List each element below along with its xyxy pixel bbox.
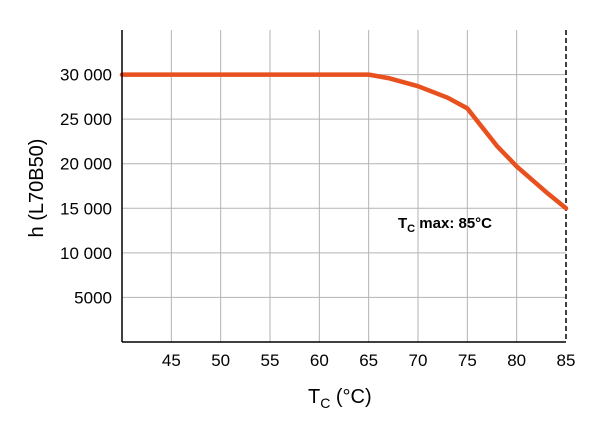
x-tick-label: 75: [458, 351, 477, 370]
tc-max-annotation-sub: C: [407, 223, 415, 235]
x-axis-label-main: T: [308, 386, 320, 408]
x-axis-label: TC (°C): [308, 386, 372, 411]
tc-max-annotation-rest: max: 85°C: [415, 215, 492, 232]
x-tick-label: 80: [507, 351, 526, 370]
series-line: [119, 72, 569, 211]
x-tick-label: 85: [557, 351, 576, 370]
y-axis-label: h (L70B50): [26, 139, 48, 238]
x-axis-label-sub: C: [320, 395, 330, 411]
x-tick-label: 50: [211, 351, 230, 370]
series-group: [119, 72, 569, 211]
axes: [121, 30, 566, 343]
y-tick-label: 25 000: [60, 110, 112, 129]
tc-max-annotation-main: T: [398, 215, 407, 232]
x-tick-label: 45: [162, 351, 181, 370]
y-tick-label: 10 000: [60, 244, 112, 263]
x-tick-label: 60: [310, 351, 329, 370]
tc-max-annotation: TC max: 85°C: [398, 215, 492, 235]
y-tick-label: 20 000: [60, 155, 112, 174]
x-tick-label: 55: [261, 351, 280, 370]
y-tick-label: 5000: [74, 288, 112, 307]
y-tick-label: 15 000: [60, 199, 112, 218]
y-tick-label: 30 000: [60, 66, 112, 85]
x-tick-label: 65: [359, 351, 378, 370]
x-tick-label: 70: [409, 351, 428, 370]
tick-labels: 45 50 55 60 65 70 75 80 85 5000 10 000 15 000 20 000…: [60, 66, 575, 370]
x-axis-label-unit: (°C): [330, 386, 371, 408]
